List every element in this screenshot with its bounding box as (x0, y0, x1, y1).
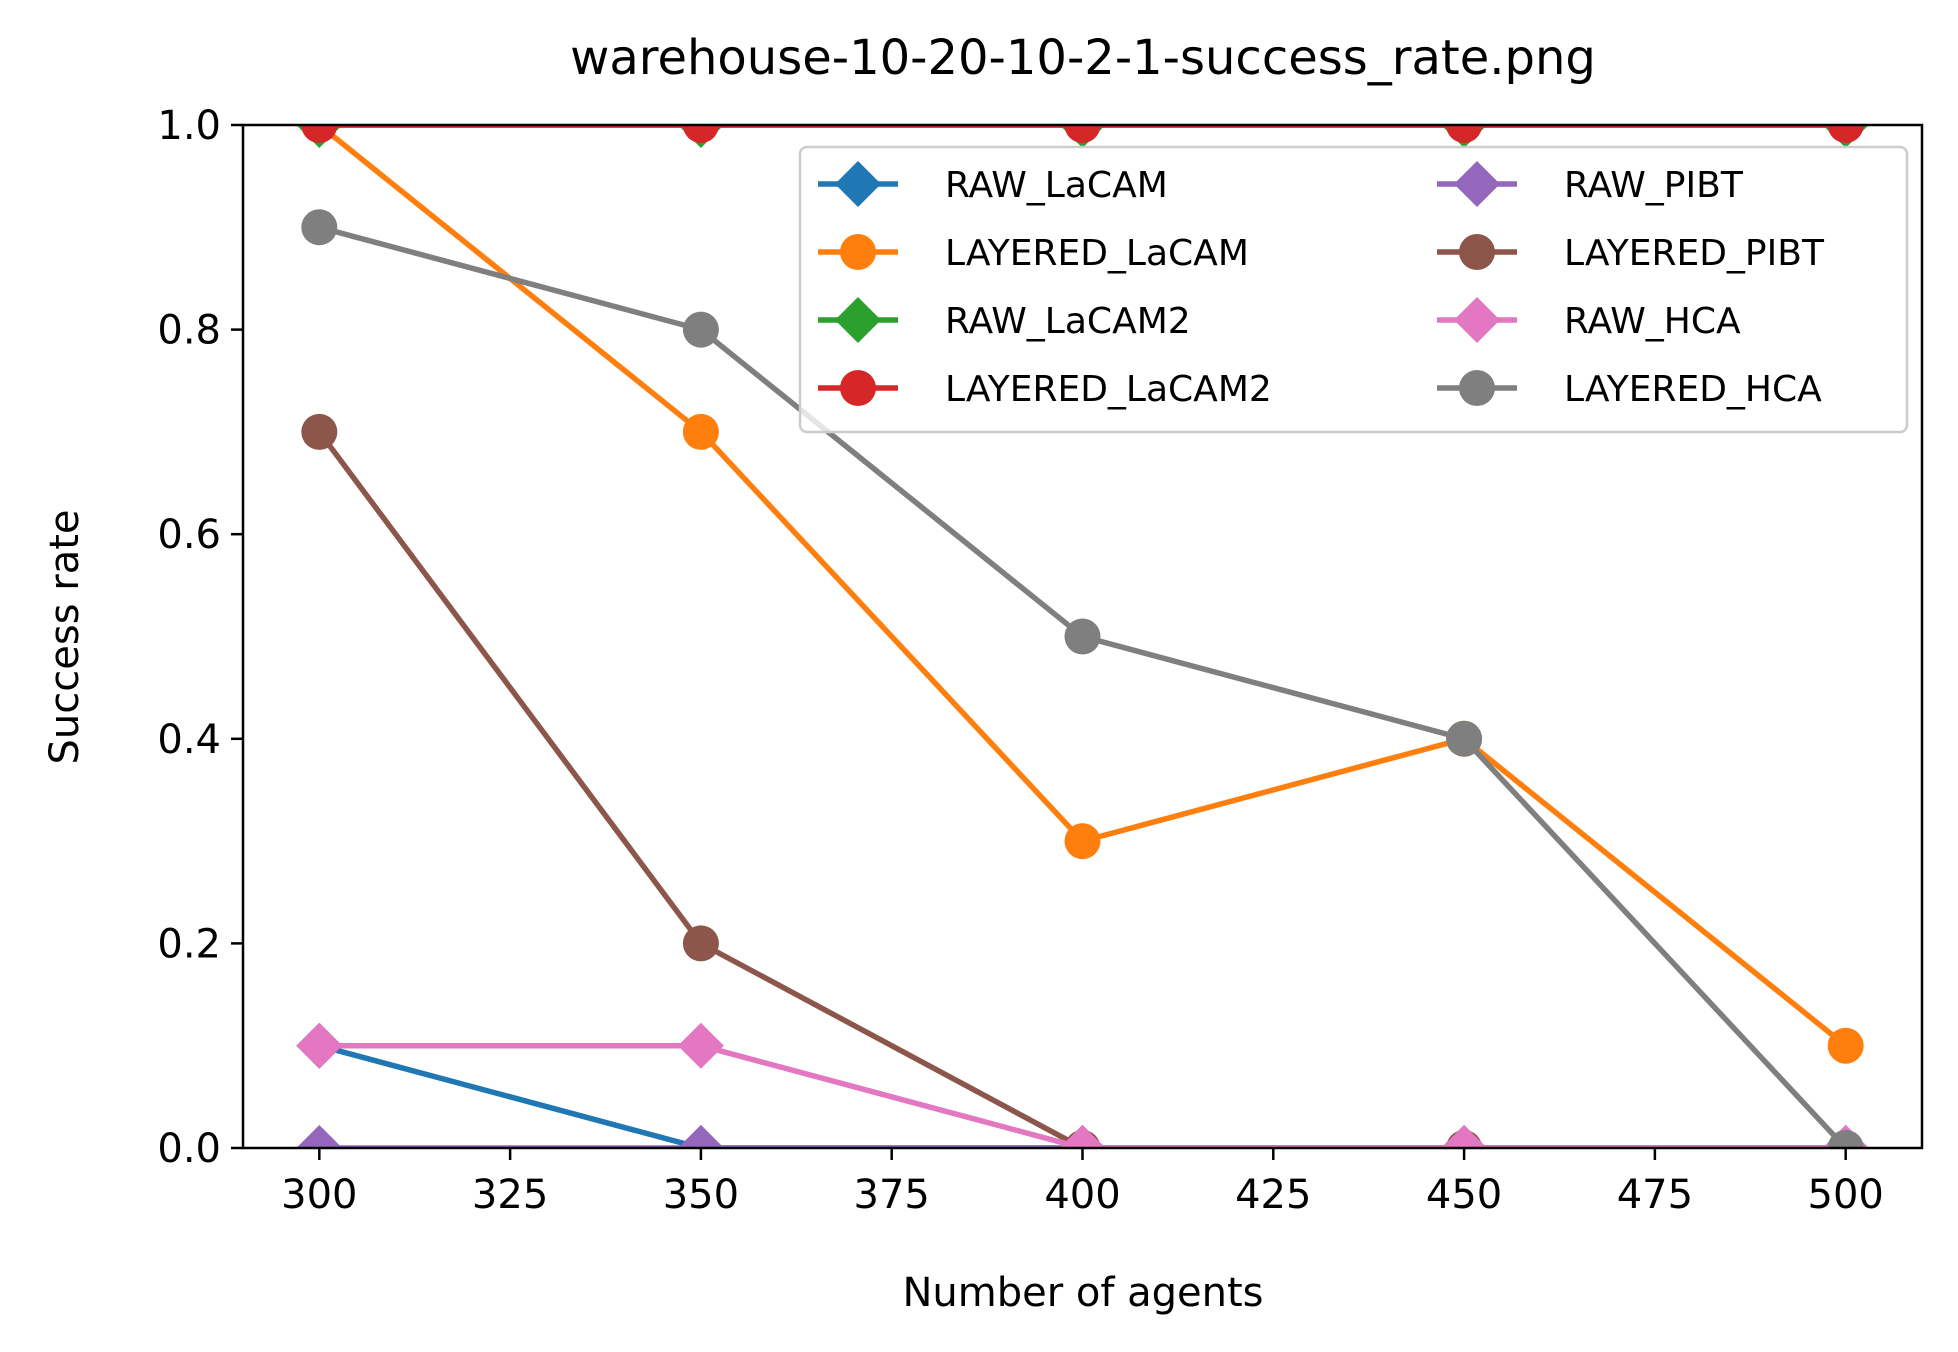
x-tick-label: 425 (1235, 1172, 1311, 1218)
legend-marker (1454, 297, 1500, 343)
legend-item-layered-pibt: LAYERED_PIBT (1437, 233, 1825, 274)
legend-label: RAW_PIBT (1564, 165, 1744, 206)
legend-marker (835, 161, 881, 207)
legend-item-layered-hca: LAYERED_HCA (1437, 369, 1822, 410)
data-point-layered-hca (682, 311, 719, 348)
legend-marker (840, 234, 876, 270)
x-tick-label: 300 (281, 1172, 357, 1218)
legend-marker (1459, 370, 1495, 406)
data-point-layered-hca (1446, 720, 1483, 757)
series-line-raw-hca (319, 1042, 1846, 1148)
legend-label: RAW_HCA (1564, 301, 1741, 342)
x-axis-label: Number of agents (902, 1270, 1263, 1316)
x-tick-label: 500 (1808, 1172, 1884, 1218)
y-tick-label: 0.8 (157, 308, 221, 354)
legend-label: LAYERED_HCA (1564, 369, 1822, 410)
data-point-layered-lacam2 (1064, 125, 1101, 143)
legend-marker (1459, 234, 1495, 270)
data-point-raw-hca (677, 1022, 724, 1069)
data-point-layered-pibt (682, 925, 719, 962)
data-point-raw-pibt (677, 1125, 724, 1148)
data-point-layered-hca (1827, 1130, 1864, 1148)
data-point-layered-pibt (301, 413, 338, 450)
data-point-raw-pibt (296, 1125, 343, 1148)
legend-item-raw-lacam2: RAW_LaCAM2 (818, 297, 1191, 343)
legend-marker (835, 297, 881, 343)
y-tick-label: 0.4 (157, 717, 221, 763)
y-tick-label: 0.0 (157, 1126, 221, 1172)
data-point-layered-lacam (682, 413, 719, 450)
x-tick-label: 325 (472, 1172, 548, 1218)
plot-area: 300 325 350 375 400 425 450 475 500 0.0 0.2 0.4 0.6 0… (157, 103, 1924, 1218)
legend-label: LAYERED_PIBT (1564, 233, 1825, 274)
chart-title: warehouse-10-20-10-2-1-success_rate.png (570, 30, 1596, 86)
legend: RAW_LaCAM LAYERED_LaCAM RAW_LaCAM2 LAYERED_… (798, 145, 1909, 434)
series-layered-hca (301, 209, 1864, 1148)
legend-item-raw-hca: RAW_HCA (1437, 297, 1741, 343)
y-tick-label: 0.6 (157, 512, 221, 558)
legend-marker (840, 370, 876, 406)
legend-item-raw-pibt: RAW_PIBT (1437, 161, 1744, 207)
y-tick-label: 0.2 (157, 921, 221, 967)
x-tick-label: 375 (854, 1172, 930, 1218)
legend-label: RAW_LaCAM2 (945, 301, 1191, 342)
data-point-layered-hca (301, 209, 338, 246)
x-tick-label: 350 (663, 1172, 739, 1218)
data-point-raw-hca (296, 1022, 343, 1069)
series-layered-lacam2 (301, 125, 1864, 143)
data-point-layered-lacam2 (1827, 125, 1864, 143)
data-point-layered-lacam2 (301, 125, 338, 143)
data-point-layered-lacam (1827, 1027, 1864, 1064)
data-point-raw-hca (1059, 1125, 1106, 1148)
legend-label: LAYERED_LaCAM (945, 233, 1249, 274)
data-point-layered-lacam (1064, 823, 1101, 860)
data-point-layered-lacam2 (682, 125, 719, 143)
legend-item-raw-lacam: RAW_LaCAM (818, 161, 1168, 207)
legend-label: LAYERED_LaCAM2 (945, 369, 1272, 410)
legend-label: RAW_LaCAM (945, 165, 1168, 206)
data-point-layered-lacam2 (1446, 125, 1483, 143)
series-layered-lacam (301, 125, 1864, 1064)
x-tick-label: 400 (1044, 1172, 1120, 1218)
y-tick-label: 1.0 (157, 103, 221, 149)
legend-box (798, 145, 1909, 434)
data-point-raw-hca (1441, 1125, 1488, 1148)
series-line-raw-lacam (318, 1043, 1846, 1148)
x-tick-label: 475 (1617, 1172, 1693, 1218)
legend-item-layered-lacam: LAYERED_LaCAM (818, 233, 1249, 274)
y-axis-label: Success rate (42, 510, 88, 765)
data-layer (296, 125, 1869, 1148)
x-tick-label: 450 (1426, 1172, 1502, 1218)
legend-item-layered-lacam2: LAYERED_LaCAM2 (818, 369, 1272, 410)
series-line-layered-pibt (317, 430, 1846, 1148)
data-point-layered-hca (1064, 618, 1101, 655)
legend-marker (1454, 161, 1500, 207)
